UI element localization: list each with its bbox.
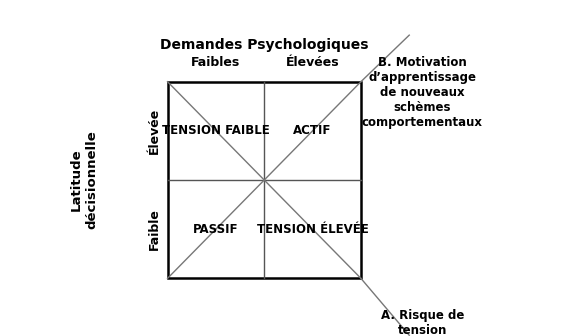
- Text: ACTIF: ACTIF: [293, 124, 332, 137]
- Bar: [168, 82, 361, 278]
- Text: TENSION ÉLEVÉE: TENSION ÉLEVÉE: [257, 223, 369, 236]
- Text: Latitude
décisionnelle: Latitude décisionnelle: [70, 131, 98, 229]
- Text: Faibles: Faibles: [191, 56, 240, 69]
- Text: TENSION FAIBLE: TENSION FAIBLE: [162, 124, 270, 137]
- Text: PASSIF: PASSIF: [193, 223, 239, 236]
- Text: B. Motivation
d’apprentissage
de nouveaux
schèmes
comportementaux: B. Motivation d’apprentissage de nouveau…: [362, 56, 483, 129]
- Text: Demandes Psychologiques: Demandes Psychologiques: [160, 38, 369, 52]
- Text: Faible: Faible: [148, 208, 161, 250]
- Text: A. Risque de
tension
psychique et de
maladie physique: A. Risque de tension psychique et de mal…: [364, 309, 481, 336]
- Text: Élevée: Élevée: [148, 108, 161, 154]
- Text: Élevées: Élevées: [286, 56, 340, 69]
